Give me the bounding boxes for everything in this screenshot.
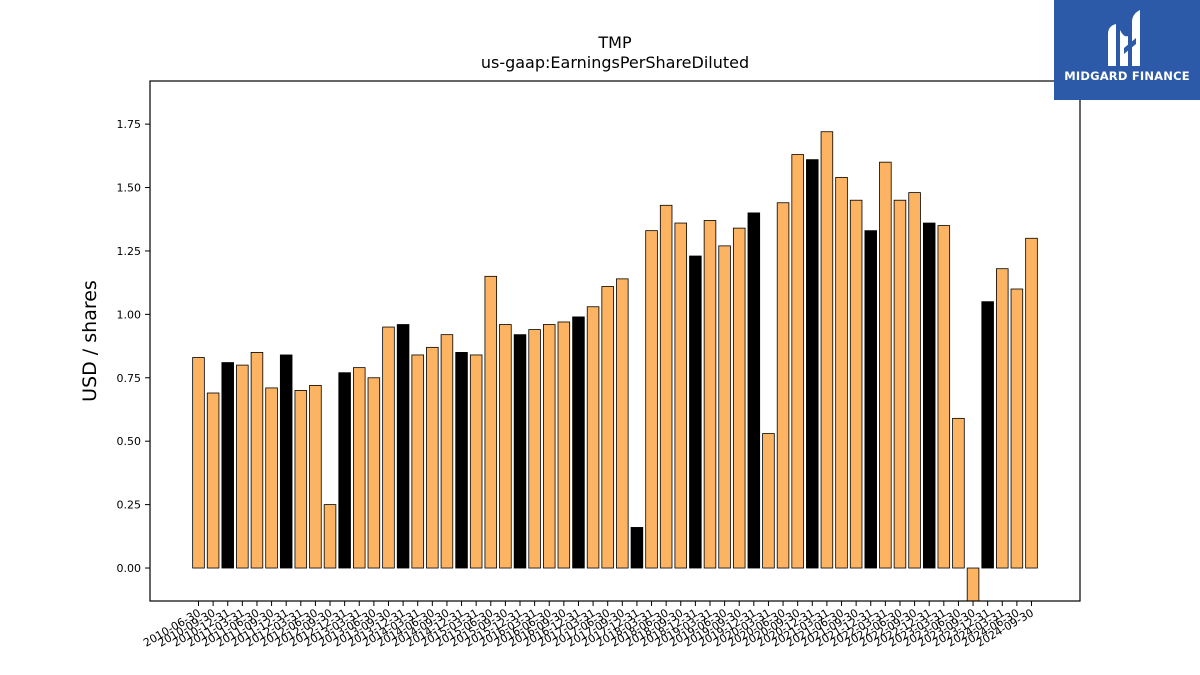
bar-2019-09-30 <box>732 227 746 569</box>
bar-2020-09-30 <box>791 154 804 569</box>
bar-2011-12-31 <box>279 354 293 569</box>
bar-2012-09-30 <box>323 504 337 569</box>
bar-2017-09-30 <box>616 278 629 569</box>
bar-2024-03-31 <box>996 268 1009 569</box>
y-tick-label: 1.75 <box>117 118 142 131</box>
bar-2011-06-30 <box>250 352 264 569</box>
y-tick-label: 1.50 <box>117 182 142 195</box>
bar-2021-12-31 <box>864 230 877 569</box>
bar-2021-06-30 <box>835 176 848 569</box>
chart-subtitle: us-gaap:EarningsPerShareDiluted <box>481 53 749 72</box>
bar-2018-09-30 <box>674 222 688 569</box>
midgard-logo-icon <box>1108 10 1140 66</box>
bar-2015-09-30 <box>499 324 512 569</box>
bar-2021-03-31 <box>820 131 834 569</box>
bar-2017-06-30 <box>601 286 614 569</box>
bar-2017-12-31 <box>630 527 644 569</box>
bar-2013-06-30 <box>367 377 381 569</box>
y-axis-label: USD / shares <box>79 280 101 402</box>
bar-2016-03-31 <box>528 329 541 569</box>
bar-2020-03-31 <box>762 433 775 569</box>
bar-2012-03-31 <box>294 390 308 569</box>
bar-2019-06-30 <box>718 245 731 569</box>
bar-2023-03-31 <box>937 225 951 569</box>
bar-2016-09-30 <box>557 321 571 569</box>
brand-name: MIDGARD FINANCE <box>1064 69 1190 83</box>
y-tick-label: 0.25 <box>117 499 142 512</box>
bar-2013-03-31 <box>353 367 366 569</box>
bar-2024-06-30 <box>1010 288 1024 569</box>
y-tick-label: 0.75 <box>117 372 142 385</box>
bar-2022-03-31 <box>879 161 892 569</box>
bar-2018-03-31 <box>645 230 658 569</box>
bar-2014-03-31 <box>411 354 424 569</box>
bar-2019-03-31 <box>703 220 717 569</box>
bar-2014-09-30 <box>440 334 454 569</box>
bar-2020-06-30 <box>776 202 790 569</box>
bar-2020-12-31 <box>806 159 819 569</box>
bar-2010-06-30 <box>192 357 205 569</box>
bar-2018-06-30 <box>659 204 673 569</box>
y-tick-label: 0.00 <box>117 562 142 575</box>
bar-2014-12-31 <box>455 352 468 569</box>
bar-2023-09-30 <box>966 567 980 602</box>
plot-frame <box>149 80 1081 602</box>
bar-2021-09-30 <box>849 199 863 569</box>
bar-2022-12-31 <box>922 222 936 569</box>
bar-2010-09-30 <box>206 392 220 569</box>
bar-2015-03-31 <box>469 354 483 569</box>
bar-2023-12-31 <box>981 301 994 569</box>
bar-2022-06-30 <box>893 199 907 569</box>
bar-2015-06-30 <box>484 275 498 569</box>
bar-2011-09-30 <box>265 387 278 569</box>
bar-2016-06-30 <box>542 324 556 569</box>
bar-2018-12-31 <box>689 255 702 569</box>
bar-2014-06-30 <box>426 346 439 569</box>
bar-2017-03-31 <box>586 306 600 569</box>
bar-2019-12-31 <box>747 212 761 569</box>
bar-2012-06-30 <box>309 384 322 569</box>
chart-title: TMP <box>597 33 632 52</box>
bar-2022-09-30 <box>908 192 921 569</box>
bar-2015-12-31 <box>513 334 527 569</box>
bar-2024-09-30 <box>1025 237 1038 569</box>
plot-area: 0.000.250.500.751.001.251.501.752010-06-… <box>117 118 1038 650</box>
brand-logo: MIDGARD FINANCE <box>1054 0 1200 100</box>
bar-2013-09-30 <box>382 326 395 569</box>
bar-2011-03-31 <box>236 364 249 569</box>
y-tick-label: 1.25 <box>117 245 142 258</box>
y-tick-label: 1.00 <box>117 308 142 321</box>
bar-2016-12-31 <box>572 316 585 569</box>
bar-2023-06-30 <box>952 417 965 569</box>
bar-2010-12-31 <box>221 362 234 569</box>
bar-2012-12-31 <box>338 372 351 569</box>
y-tick-label: 0.50 <box>117 435 142 448</box>
bar-2013-12-31 <box>396 324 410 569</box>
